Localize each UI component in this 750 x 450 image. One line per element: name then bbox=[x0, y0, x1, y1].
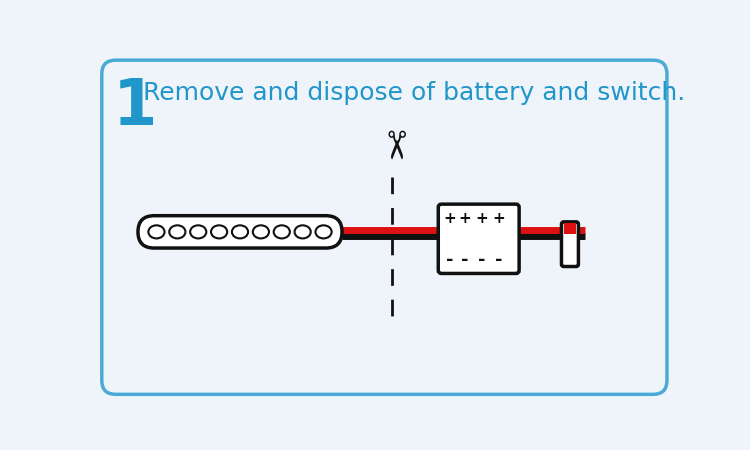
Text: Remove and dispose of battery and switch.: Remove and dispose of battery and switch… bbox=[143, 81, 686, 105]
Ellipse shape bbox=[170, 225, 185, 238]
Text: ✂: ✂ bbox=[373, 129, 411, 161]
Text: -: - bbox=[478, 251, 486, 269]
Ellipse shape bbox=[316, 225, 332, 238]
FancyBboxPatch shape bbox=[138, 216, 342, 248]
Bar bbox=[564, 223, 576, 234]
Text: +: + bbox=[493, 211, 506, 225]
FancyBboxPatch shape bbox=[438, 204, 519, 274]
Ellipse shape bbox=[232, 225, 248, 238]
Ellipse shape bbox=[148, 225, 164, 238]
Text: -: - bbox=[446, 251, 454, 269]
Text: +: + bbox=[476, 211, 488, 225]
Text: -: - bbox=[495, 251, 502, 269]
Ellipse shape bbox=[190, 225, 206, 238]
FancyBboxPatch shape bbox=[562, 222, 578, 266]
Text: 1: 1 bbox=[112, 76, 157, 138]
Text: -: - bbox=[461, 251, 469, 269]
Ellipse shape bbox=[211, 225, 227, 238]
Text: +: + bbox=[459, 211, 472, 225]
Ellipse shape bbox=[295, 225, 310, 238]
Text: +: + bbox=[443, 211, 456, 225]
Ellipse shape bbox=[253, 225, 269, 238]
Ellipse shape bbox=[274, 225, 290, 238]
FancyBboxPatch shape bbox=[102, 60, 667, 394]
